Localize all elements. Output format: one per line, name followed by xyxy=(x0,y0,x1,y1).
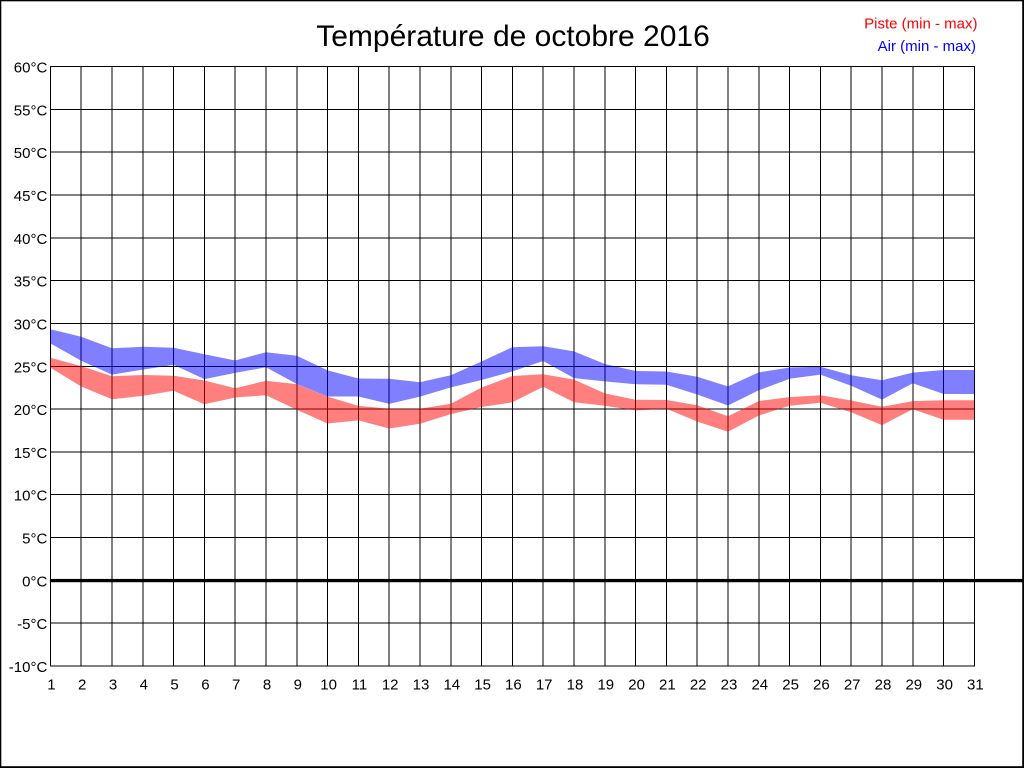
svg-text:25: 25 xyxy=(782,677,799,694)
svg-text:20: 20 xyxy=(628,677,645,694)
svg-text:18: 18 xyxy=(567,677,584,694)
svg-text:30: 30 xyxy=(936,677,953,694)
svg-text:23: 23 xyxy=(721,677,738,694)
svg-text:-5°C: -5°C xyxy=(17,616,47,633)
svg-text:0°C: 0°C xyxy=(22,573,47,590)
svg-text:35°C: 35°C xyxy=(14,274,48,291)
svg-text:26: 26 xyxy=(813,677,830,694)
svg-text:25°C: 25°C xyxy=(14,359,48,376)
svg-text:31: 31 xyxy=(967,677,984,694)
svg-text:50°C: 50°C xyxy=(14,145,48,162)
svg-text:Piste (min - max): Piste (min - max) xyxy=(864,15,977,32)
svg-text:20°C: 20°C xyxy=(14,402,48,419)
svg-text:60°C: 60°C xyxy=(14,60,48,77)
svg-text:19: 19 xyxy=(597,677,614,694)
svg-text:15°C: 15°C xyxy=(14,445,48,462)
svg-text:40°C: 40°C xyxy=(14,231,48,248)
svg-text:55°C: 55°C xyxy=(14,102,48,119)
svg-text:Air (min - max): Air (min - max) xyxy=(878,38,976,55)
svg-text:9: 9 xyxy=(294,677,302,694)
svg-text:13: 13 xyxy=(413,677,430,694)
svg-text:22: 22 xyxy=(690,677,707,694)
svg-text:14: 14 xyxy=(443,677,460,694)
svg-text:21: 21 xyxy=(659,677,676,694)
svg-text:17: 17 xyxy=(536,677,553,694)
svg-text:Température de octobre 2016: Température de octobre 2016 xyxy=(316,20,710,53)
svg-text:5°C: 5°C xyxy=(22,531,47,548)
svg-text:6: 6 xyxy=(201,677,209,694)
svg-text:7: 7 xyxy=(232,677,240,694)
svg-text:30°C: 30°C xyxy=(14,317,48,334)
svg-text:15: 15 xyxy=(474,677,491,694)
svg-text:28: 28 xyxy=(875,677,892,694)
svg-text:27: 27 xyxy=(844,677,861,694)
svg-text:29: 29 xyxy=(905,677,922,694)
svg-text:24: 24 xyxy=(751,677,768,694)
svg-text:12: 12 xyxy=(382,677,399,694)
svg-text:5: 5 xyxy=(170,677,178,694)
svg-text:45°C: 45°C xyxy=(14,188,48,205)
svg-text:3: 3 xyxy=(109,677,117,694)
svg-text:1: 1 xyxy=(47,677,55,694)
svg-text:16: 16 xyxy=(505,677,522,694)
svg-text:8: 8 xyxy=(263,677,271,694)
svg-text:-10°C: -10°C xyxy=(9,659,48,676)
svg-text:10°C: 10°C xyxy=(14,488,48,505)
svg-text:11: 11 xyxy=(352,677,368,694)
svg-text:2: 2 xyxy=(78,677,86,694)
svg-text:4: 4 xyxy=(140,677,148,694)
svg-text:10: 10 xyxy=(320,677,337,694)
